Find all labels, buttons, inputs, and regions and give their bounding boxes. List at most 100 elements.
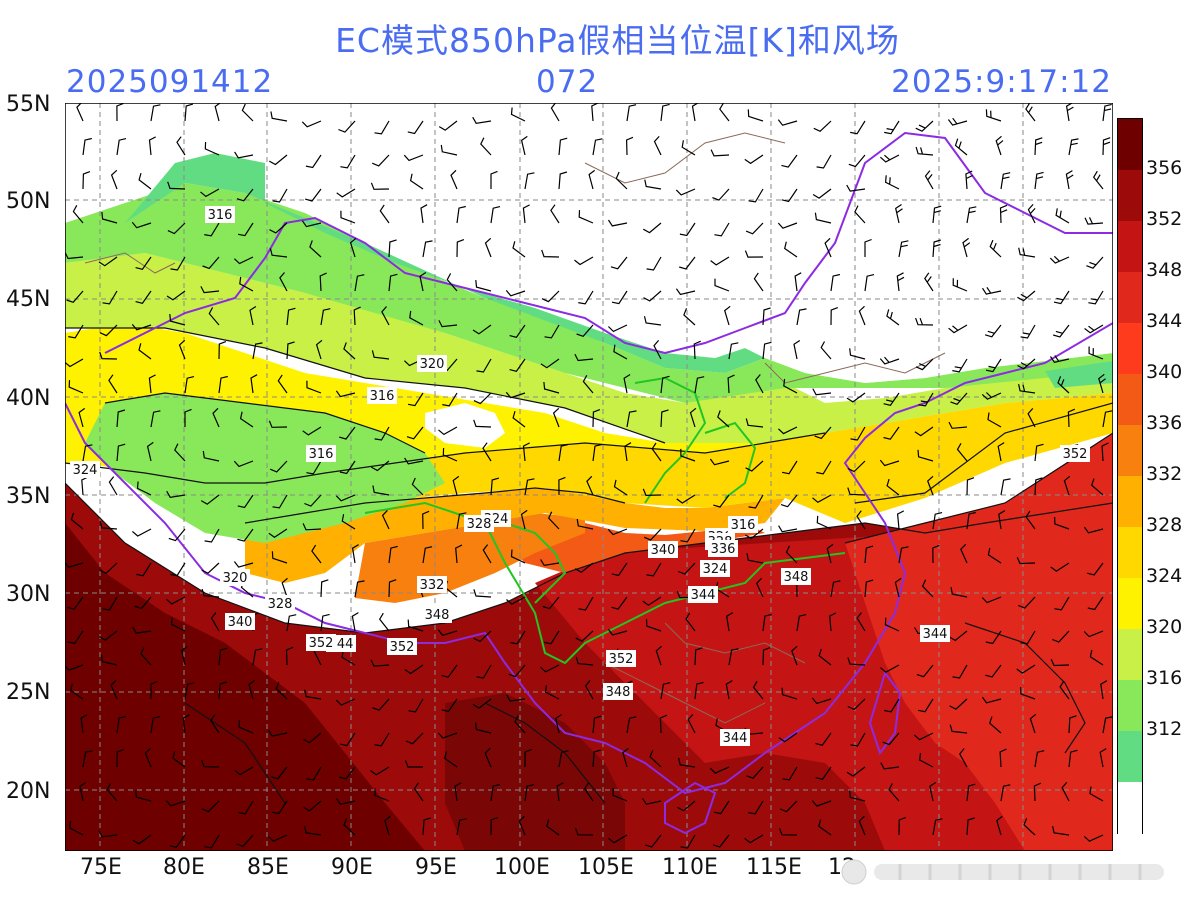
contour-label-bg [70,461,100,478]
contour-label-bg [422,606,452,623]
wind-barb [509,358,526,372]
wind-barb [170,256,186,271]
wind-barb [311,544,322,564]
wind-barb [320,613,330,632]
wind-barb [745,418,764,428]
wind-barb [608,834,628,844]
colorbar-label: 352 [1146,208,1183,230]
band-344 [845,433,1113,851]
wind-barb [784,241,798,258]
colorbar-segment [1118,578,1142,630]
wind-barb [441,698,458,713]
wind-barb [826,543,834,564]
wind-barb [777,222,798,229]
wind-barb [954,138,968,156]
wind-barb [474,722,492,734]
wind-barb [116,138,127,156]
wind-barb [985,358,1002,373]
wind-barb [625,136,634,156]
wind-barb [110,679,118,700]
wind-barb [1065,170,1074,190]
wind-barb [728,342,739,360]
wind-barb [1084,324,1104,334]
wind-barb [305,154,322,169]
wind-barb [811,800,832,807]
wind-barb [306,380,322,394]
wind-barb [709,766,730,774]
wind-barb [981,392,1002,400]
wind-barb [170,617,186,632]
wind-barb [578,290,594,305]
wind-barb [552,407,560,428]
wind-barb [101,211,118,224]
wind-barb [269,460,288,473]
wind-barb [888,783,900,802]
wind-barb [172,751,186,768]
colorbar-label: 344 [1146,310,1183,332]
wind-barb [210,612,220,632]
wind-barb [895,204,903,224]
wind-barb [482,544,492,564]
tibet-plateau [85,393,445,543]
wind-barb [166,490,186,498]
lon-label: 75E [80,855,122,880]
wind-barb [1054,596,1070,611]
wind-barb [204,141,220,156]
wind-barb [952,664,968,679]
wind-barb [524,784,535,802]
wind-barb [100,654,118,666]
wind-barb [490,170,498,189]
wind-barb [624,442,632,462]
lat-label: 55N [6,92,51,117]
wind-barb [814,426,832,440]
wind-barb [135,290,152,304]
wind-barb [349,237,357,258]
wind-barb [607,324,628,333]
wind-barb [917,698,934,713]
wind-barb [438,426,458,436]
wind-barb [210,714,220,734]
wind-barb [815,732,832,746]
wind-barb [98,256,118,267]
colorbar-label: 324 [1146,565,1183,587]
wind-barb [204,222,220,237]
wind-barb [269,222,288,234]
wind-barb [676,494,696,504]
wind-barb [343,818,356,836]
wind-barb [408,698,424,713]
wind-barb [713,494,730,508]
wind-barb [1063,475,1071,496]
colorbar-segment [1118,731,1142,783]
wind-barb [829,612,837,632]
wind-barb [932,205,942,224]
wind-barb [475,280,492,292]
wind-barb [275,681,288,700]
wind-barb [176,136,186,156]
wind-barb [626,104,637,122]
wind-barb [575,656,594,666]
wind-barb [884,698,900,713]
wind-barb [849,348,866,360]
colorbar-label: 336 [1146,412,1183,434]
wind-barb [455,544,463,564]
wind-barb [846,766,866,777]
wind-barb [234,151,254,159]
wind-barb [371,154,390,167]
wind-barb [854,205,866,224]
contour-label: 344 [923,627,948,642]
colorbar-label: 348 [1146,259,1183,281]
contour-label-bg [387,638,417,655]
wind-barb [762,307,771,326]
wind-barb [880,664,900,673]
wind-barb [1087,562,1104,576]
wind-barb [1020,686,1036,700]
wind-barb [924,170,934,190]
wind-barb [830,273,841,292]
wind-barb [509,324,526,338]
wind-barb [135,256,152,270]
wind-barb [626,716,637,734]
wind-barb [858,305,866,326]
wind-barb [932,818,943,836]
wind-barb [233,256,254,265]
wind-barb [456,239,465,258]
